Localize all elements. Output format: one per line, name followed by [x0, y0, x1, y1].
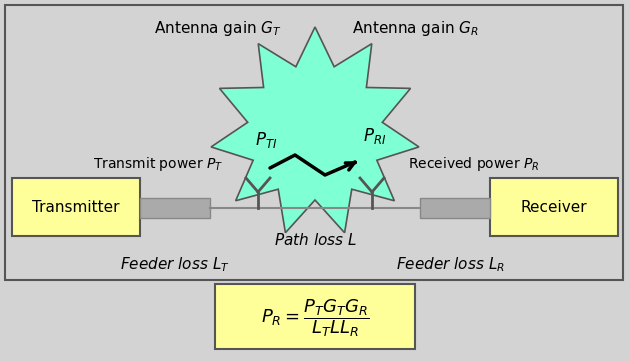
- Bar: [140, 198, 210, 218]
- Bar: [5, 5, 623, 280]
- Text: Transmitter: Transmitter: [32, 199, 120, 215]
- Text: $P_R = \dfrac{P_T G_T G_R}{L_T L L_R}$: $P_R = \dfrac{P_T G_T G_R}{L_T L L_R}$: [261, 298, 369, 339]
- Bar: [490, 178, 618, 236]
- Text: Receiver: Receiver: [520, 199, 587, 215]
- Bar: [215, 284, 415, 349]
- Text: $P_{RI}$: $P_{RI}$: [364, 126, 387, 146]
- Bar: [420, 198, 490, 218]
- Text: Path loss $L$: Path loss $L$: [273, 232, 357, 248]
- Text: Transmit power $P_T$: Transmit power $P_T$: [93, 155, 223, 173]
- Text: $P_{TI}$: $P_{TI}$: [255, 130, 277, 150]
- Text: Received power $P_R$: Received power $P_R$: [408, 155, 540, 173]
- Text: Feeder loss $L_R$: Feeder loss $L_R$: [396, 256, 505, 274]
- Polygon shape: [211, 27, 419, 233]
- Text: Antenna gain $G_R$: Antenna gain $G_R$: [352, 18, 478, 38]
- Text: Feeder loss $L_T$: Feeder loss $L_T$: [120, 256, 230, 274]
- Bar: [12, 178, 140, 236]
- Text: Antenna gain $G_T$: Antenna gain $G_T$: [154, 18, 282, 38]
